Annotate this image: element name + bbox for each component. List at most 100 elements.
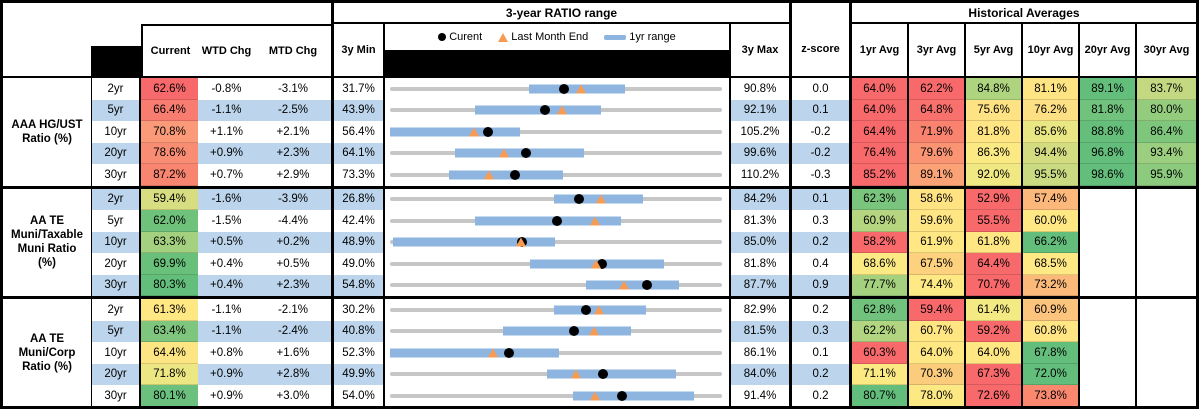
- header-left-spacer: [3, 3, 141, 76]
- last-month-triangle-icon: [619, 280, 630, 290]
- range-chart-cell: [385, 78, 731, 100]
- current-dot-icon: [642, 280, 653, 291]
- wtd-chg-cell: -1.1%: [198, 320, 255, 342]
- avg-cell: 73.8%: [1023, 385, 1080, 406]
- avg-cell: [1137, 275, 1196, 297]
- tenor-cell: 30yr: [91, 385, 141, 406]
- mtd-chg-cell: -3.9%: [255, 188, 331, 210]
- min-cell: 73.3%: [331, 164, 385, 186]
- avg-cell: 72.0%: [1023, 363, 1080, 385]
- min-cell: 31.7%: [331, 78, 385, 100]
- range-chart-cell: [385, 188, 731, 210]
- avg-cell: [1080, 274, 1137, 296]
- mtd-chg-cell: -3.1%: [277, 82, 309, 95]
- avg-cell: [1137, 321, 1196, 343]
- max-cell: 82.9%: [731, 299, 792, 321]
- current-cell: 64.4%: [141, 342, 198, 364]
- current-cell: 80.3%: [141, 274, 198, 296]
- avg-cell: 60.8%: [1023, 320, 1080, 342]
- range-chart-cell: [385, 231, 731, 253]
- avg-cell: 70.3%: [909, 363, 966, 385]
- min-cell: 52.3%: [331, 342, 385, 364]
- zscore-cell: -0.3: [792, 164, 852, 186]
- range-chart-cell: [385, 342, 731, 364]
- group-label: AA TE Muni/Corp Ratio (%): [18, 332, 76, 373]
- avg-cell: 60.0%: [1023, 210, 1080, 232]
- mtd-chg-cell: +2.9%: [276, 168, 310, 181]
- max-cell: 81.5%: [731, 320, 792, 342]
- range-chart-area: [390, 121, 722, 143]
- last-month-triangle-icon: [589, 216, 600, 226]
- current-dot-icon: [596, 258, 607, 269]
- tenor-cell: 20yr: [91, 363, 141, 385]
- mtd-chg-cell: -4.4%: [277, 214, 309, 227]
- current-cell: 78.6%: [141, 142, 198, 164]
- last-month-triangle-icon: [557, 105, 568, 115]
- wtd-chg-cell: -1.6%: [198, 188, 255, 210]
- range-chart-cell: [385, 99, 731, 121]
- avg-cell: 64.0%: [966, 342, 1023, 364]
- tenor-cell: 5yr: [91, 210, 141, 232]
- max-cell: 85.0%: [731, 231, 792, 253]
- tenor-header-black-box: [91, 46, 141, 76]
- zscore-cell: 0.2: [792, 231, 852, 253]
- max-column-header: 3y Max: [731, 24, 792, 76]
- range-chart-area: [390, 275, 722, 297]
- avg-cell: 58.2%: [852, 231, 909, 253]
- range-chart-area: [390, 78, 722, 100]
- zscore-cell: 0.3: [792, 320, 852, 342]
- section-2: AA TE Muni/Taxable Muni Ratio (%) 2yr 59.4…: [3, 185, 1196, 297]
- current-dot-icon: [520, 148, 531, 159]
- zscore-cell: 0.4: [792, 253, 852, 275]
- range-chart-area: [390, 299, 722, 321]
- max-cell: 87.7%: [731, 274, 792, 296]
- chart-legend: Curent Last Month End 1yr range: [385, 24, 729, 50]
- range-group-title: 3-year RATIO range: [331, 3, 792, 24]
- avg-cell: [1137, 299, 1196, 321]
- wtd-chg-column-header: WTD Chg: [201, 45, 252, 57]
- historical-averages-title: Historical Averages: [852, 3, 1196, 24]
- current-dot-icon: [552, 215, 563, 226]
- max-cell: 86.1%: [731, 342, 792, 364]
- legend-last-month-item: Last Month End: [498, 31, 588, 43]
- avg-cell: 75.6%: [966, 99, 1023, 121]
- avg-cell: 86.3%: [966, 142, 1023, 164]
- min-cell: 56.4%: [331, 121, 385, 143]
- avg-cell: 71.1%: [852, 363, 909, 385]
- last-month-triangle-icon: [483, 170, 494, 180]
- current-dot-icon: [510, 169, 521, 180]
- wtd-chg-cell: +0.9%: [198, 142, 255, 164]
- min-cell: 54.0%: [331, 385, 385, 406]
- zscore-cell: -0.2: [792, 121, 852, 143]
- current-dot-icon: [438, 33, 447, 41]
- range-chart-area: [390, 321, 722, 343]
- current-cell: 63.3%: [141, 231, 198, 253]
- min-cell: 43.9%: [331, 99, 385, 121]
- last-month-triangle-icon: [498, 32, 509, 42]
- current-dot-icon: [573, 194, 584, 205]
- range-chart-cell: [385, 299, 731, 321]
- tenor-cell: 5yr: [91, 320, 141, 342]
- section-3: AA TE Muni/Corp Ratio (%) 2yr 61.3% -1.1% -2…: [3, 296, 1196, 406]
- min-column-header: 3y Min: [331, 24, 385, 76]
- max-cell: 84.0%: [731, 363, 792, 385]
- avg-cell: 64.0%: [852, 99, 909, 121]
- zscore-cell: 0.1: [792, 342, 852, 364]
- avg-cell: 67.5%: [909, 253, 966, 275]
- avg-cell: 76.4%: [852, 142, 909, 164]
- avg-cell: 62.2%: [852, 320, 909, 342]
- avg-cell: 64.0%: [852, 78, 909, 100]
- mtd-chg-cell: +2.3%: [255, 142, 331, 164]
- mtd-chg-cell: +0.2%: [255, 231, 331, 253]
- avg-20yr-header: 20yr Avg: [1080, 24, 1137, 76]
- zscore-cell: 0.2: [792, 385, 852, 406]
- legend-current-item: Curent: [438, 31, 482, 43]
- avg-cell: [1137, 253, 1196, 275]
- avg-cell: 78.0%: [909, 385, 966, 406]
- zscore-cell: 0.9: [792, 274, 852, 296]
- current-cell: 63.4%: [141, 320, 198, 342]
- avg-cell: 89.1%: [909, 164, 966, 186]
- min-cell: 49.0%: [331, 253, 385, 275]
- range-track: [390, 283, 722, 288]
- current-dot-icon: [616, 390, 627, 401]
